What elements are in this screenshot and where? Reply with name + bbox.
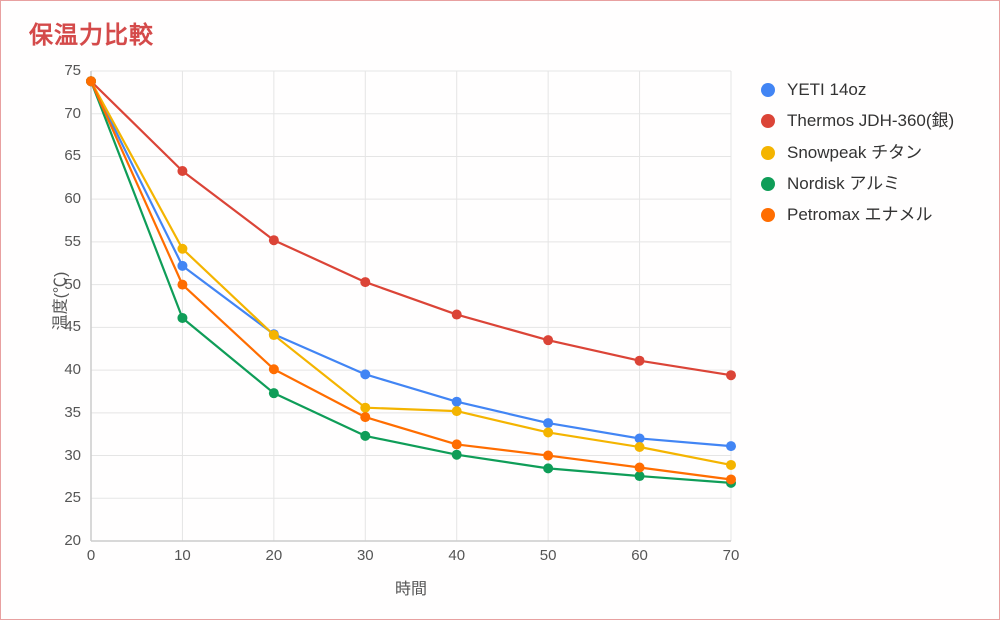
- y-tick-label: 75: [64, 62, 81, 79]
- legend-dot-icon: [761, 83, 775, 97]
- x-tick-label: 60: [630, 547, 650, 564]
- legend-item: Petromax エナメル: [761, 204, 981, 225]
- chart-svg: [91, 71, 731, 541]
- y-tick-label: 65: [64, 147, 81, 164]
- x-axis-label: 時間: [91, 575, 731, 599]
- legend-item: YETI 14oz: [761, 79, 981, 100]
- legend-label: Snowpeak チタン: [787, 142, 981, 163]
- x-tick-label: 50: [538, 547, 558, 564]
- chart-title: 保温力比較: [29, 15, 154, 50]
- y-tick-label: 35: [64, 404, 81, 421]
- legend-dot-icon: [761, 177, 775, 191]
- legend-item: Snowpeak チタン: [761, 142, 981, 163]
- legend-dot-icon: [761, 114, 775, 128]
- legend-label: Thermos JDH-360(銀): [787, 110, 981, 131]
- x-tick-label: 40: [447, 547, 467, 564]
- legend-label: Petromax エナメル: [787, 204, 981, 225]
- legend-dot-icon: [761, 208, 775, 222]
- chart-frame: 保温力比較 温度(℃) 時間 2025303540455055606570750…: [0, 0, 1000, 620]
- legend-label: YETI 14oz: [787, 79, 981, 100]
- y-tick-label: 55: [64, 233, 81, 250]
- plot-area: [91, 71, 731, 541]
- legend-item: Thermos JDH-360(銀): [761, 110, 981, 131]
- x-tick-label: 70: [721, 547, 741, 564]
- y-tick-label: 20: [64, 532, 81, 549]
- legend-item: Nordisk アルミ: [761, 173, 981, 194]
- x-tick-label: 20: [264, 547, 284, 564]
- legend-dot-icon: [761, 146, 775, 160]
- y-tick-label: 40: [64, 361, 81, 378]
- x-tick-label: 30: [355, 547, 375, 564]
- y-tick-label: 25: [64, 489, 81, 506]
- y-tick-label: 45: [64, 318, 81, 335]
- x-tick-label: 0: [81, 547, 101, 564]
- x-tick-label: 10: [172, 547, 192, 564]
- y-tick-label: 50: [64, 276, 81, 293]
- y-tick-label: 60: [64, 190, 81, 207]
- y-tick-label: 30: [64, 447, 81, 464]
- legend-label: Nordisk アルミ: [787, 173, 981, 194]
- y-tick-label: 70: [64, 105, 81, 122]
- legend: YETI 14oz Thermos JDH-360(銀) Snowpeak チタン N…: [761, 79, 981, 235]
